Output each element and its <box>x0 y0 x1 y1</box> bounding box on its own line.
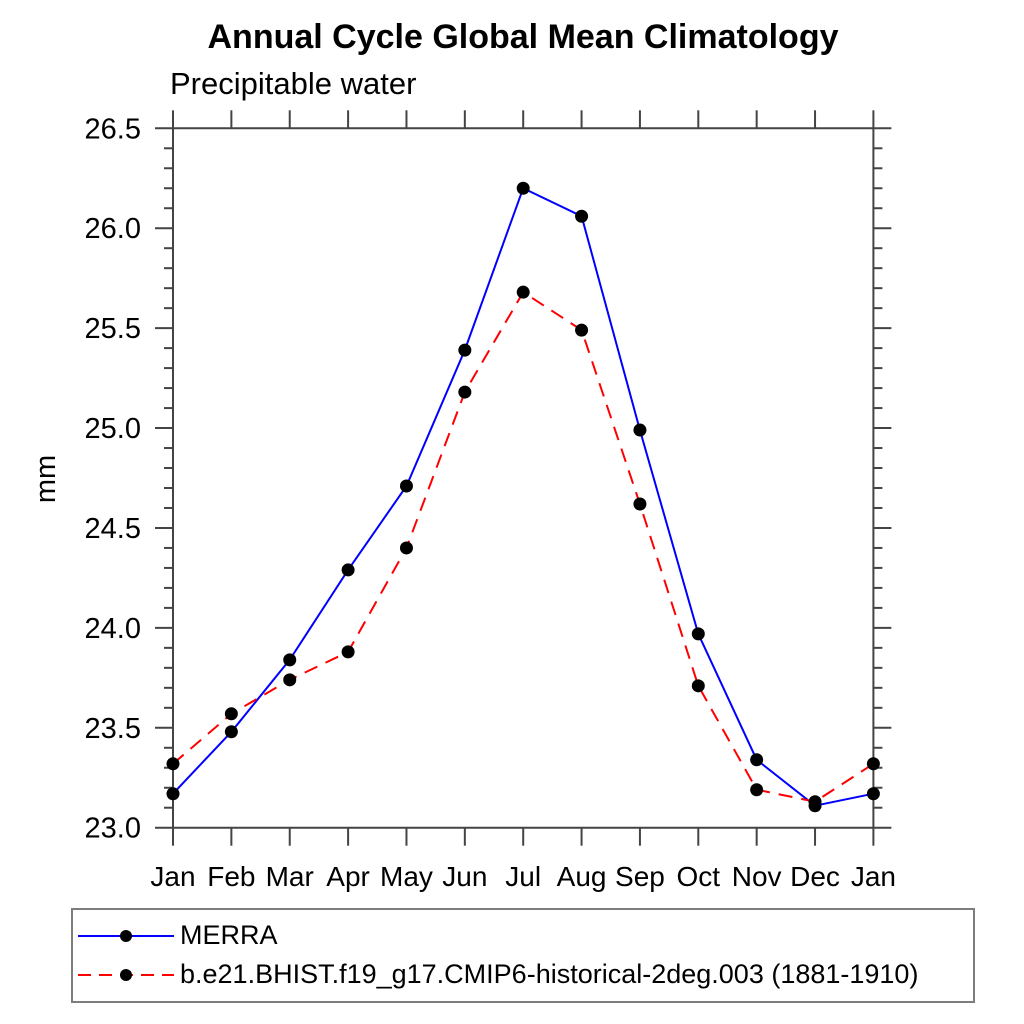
legend-sample-marker-icon <box>120 929 132 942</box>
legend-line-sample <box>78 968 174 981</box>
data-point-marker-s1 <box>399 541 413 555</box>
y-axis-tick-label: 23.0 <box>85 813 141 845</box>
data-point-marker-s0 <box>458 343 472 357</box>
x-axis-tick-label: Aug <box>557 861 607 892</box>
data-point-marker-s1 <box>808 795 822 809</box>
data-point-marker-s0 <box>341 563 355 577</box>
x-axis-tick-label: Dec <box>790 861 840 892</box>
data-point-marker-s0 <box>575 209 589 223</box>
y-axis-tick-label: 26.0 <box>85 213 141 245</box>
y-axis-tick-label: 24.0 <box>85 613 141 645</box>
legend-label-0: MERRA <box>180 920 278 950</box>
data-point-marker-s0 <box>283 653 297 667</box>
data-point-marker-s0 <box>866 787 880 801</box>
chart-title: Annual Cycle Global Mean Climatology <box>207 18 839 56</box>
data-point-marker-s1 <box>166 757 180 771</box>
x-axis-tick-label: Mar <box>266 861 314 892</box>
data-point-marker-s0 <box>224 725 238 739</box>
legend-item-0: MERRA <box>76 916 973 955</box>
x-axis-tick-label: Feb <box>207 861 255 892</box>
data-point-marker-s1 <box>633 497 647 511</box>
y-axis-tick-label: 23.5 <box>85 713 141 745</box>
legend-sample-marker-icon <box>120 968 132 981</box>
x-axis-tick-label: Jan <box>150 861 195 892</box>
data-point-marker-s1 <box>516 285 530 299</box>
data-point-marker-s0 <box>166 787 180 801</box>
data-point-marker-s0 <box>691 627 705 641</box>
series-line-0 <box>172 186 874 807</box>
data-point-marker-s1 <box>691 679 705 693</box>
chart-subtitle: Precipitable water <box>170 66 417 101</box>
data-point-marker-s0 <box>399 479 413 493</box>
x-axis-tick-label: Jan <box>851 861 896 892</box>
y-axis-tick-label: 25.5 <box>85 313 141 345</box>
data-point-marker-s1 <box>866 757 880 771</box>
x-axis-tick-label: Nov <box>732 861 782 892</box>
y-axis-tick-label: 25.0 <box>85 413 141 445</box>
data-point-marker-s1 <box>750 783 764 797</box>
x-axis-tick-label: Jul <box>505 861 541 892</box>
data-point-marker-s0 <box>750 753 764 767</box>
x-axis-tick-label: Oct <box>677 861 721 892</box>
data-point-marker-s0 <box>516 181 530 195</box>
data-point-marker-s1 <box>341 645 355 659</box>
legend-label-1: b.e21.BHIST.f19_g17.CMIP6-historical-2de… <box>180 959 919 989</box>
data-point-marker-s1 <box>458 385 472 399</box>
x-axis-tick-label: Jun <box>442 861 487 892</box>
legend: MERRA b.e21.BHIST.f19_g17.CMIP6-historica… <box>71 908 975 1003</box>
y-axis-tick-label: 24.5 <box>85 513 141 545</box>
y-axis-tick-label: 26.5 <box>85 113 141 145</box>
x-axis-tick-label: Apr <box>326 861 370 892</box>
data-point-marker-s1 <box>224 707 238 721</box>
legend-item-1: b.e21.BHIST.f19_g17.CMIP6-historical-2de… <box>76 955 973 994</box>
y-axis-label: mm <box>30 455 62 503</box>
x-axis-tick-label: Sep <box>615 861 665 892</box>
data-point-marker-s1 <box>283 673 297 687</box>
data-point-marker-s0 <box>633 423 647 437</box>
legend-line-sample <box>78 929 174 942</box>
series-line-1 <box>172 290 874 803</box>
data-point-marker-s1 <box>575 323 589 337</box>
x-axis-tick-label: May <box>380 861 433 892</box>
